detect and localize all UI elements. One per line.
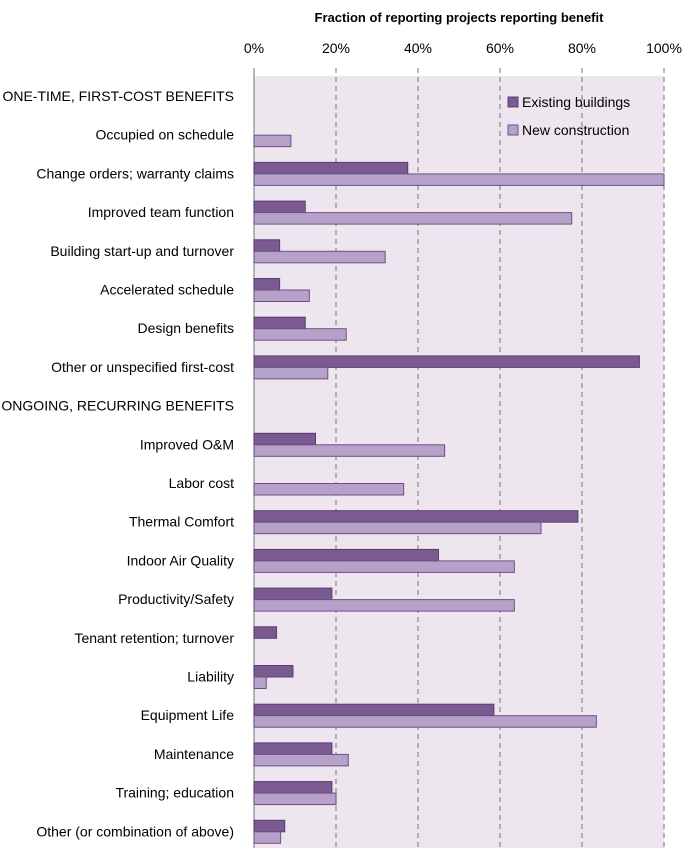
- legend-swatch-new: [507, 124, 519, 136]
- category-label: Thermal Comfort: [129, 514, 234, 530]
- bar-existing-buildings: [253, 742, 333, 755]
- bar-existing-buildings: [253, 587, 333, 601]
- bar-new-construction: [253, 831, 282, 844]
- bar-new-construction: [253, 521, 542, 535]
- category-labels: ONE-TIME, FIRST-COST BENEFITS Occupied on…: [1, 88, 234, 839]
- bar-existing-buildings: [253, 665, 294, 678]
- bar-new-construction: [253, 792, 337, 806]
- x-tick-label: 20%: [322, 40, 350, 56]
- category-label: ONGOING, RECURRING BENEFITS: [1, 398, 234, 414]
- category-label: Improved team function: [88, 204, 234, 220]
- bar-existing-buildings: [253, 781, 333, 794]
- bar-new-construction: [253, 715, 597, 728]
- category-label: Training; education: [115, 785, 234, 801]
- bar-new-construction: [253, 483, 405, 496]
- bar-existing-buildings: [253, 626, 278, 639]
- bar-new-construction: [253, 328, 347, 341]
- bar-new-construction: [253, 366, 329, 380]
- category-label: ONE-TIME, FIRST-COST BENEFITS: [2, 88, 234, 104]
- category-label: Equipment Life: [141, 707, 235, 723]
- category-label: Tenant retention; turnover: [74, 630, 234, 646]
- bar-new-construction: [253, 599, 515, 612]
- category-label: Maintenance: [154, 746, 234, 762]
- bar-new-construction: [253, 212, 573, 225]
- bar-existing-buildings: [253, 703, 495, 717]
- category-label: Other or unspecified first-cost: [51, 359, 234, 375]
- category-label: Building start-up and turnover: [50, 243, 234, 259]
- category-label: Indoor Air Quality: [127, 552, 234, 568]
- category-label: Accelerated schedule: [100, 282, 234, 298]
- category-label: Change orders; warranty claims: [36, 165, 234, 181]
- x-tick-label: 40%: [404, 40, 432, 56]
- chart-title: Fraction of reporting projects reporting…: [315, 10, 605, 25]
- bar-existing-buildings: [253, 239, 281, 252]
- bar-existing-buildings: [253, 161, 409, 175]
- legend-label-new: New construction: [522, 122, 629, 138]
- bars: [253, 134, 665, 844]
- category-label: Improved O&M: [140, 436, 234, 452]
- bar-new-construction: [253, 250, 386, 264]
- legend-label-existing: Existing buildings: [522, 94, 630, 110]
- bar-existing-buildings: [253, 819, 286, 833]
- bar-new-construction: [253, 444, 446, 457]
- bar-existing-buildings: [253, 510, 579, 523]
- bar-new-construction: [253, 753, 349, 767]
- bar-existing-buildings: [253, 278, 281, 291]
- bar-existing-buildings: [253, 200, 306, 214]
- category-label: Labor cost: [169, 475, 234, 491]
- bar-existing-buildings: [253, 355, 640, 368]
- bar-new-construction: [253, 134, 292, 148]
- plot-area: [254, 76, 664, 848]
- bar-existing-buildings: [253, 548, 439, 562]
- x-tick-label: 100%: [646, 40, 682, 56]
- category-label: Liability: [187, 669, 234, 685]
- x-tick-label: 80%: [568, 40, 596, 56]
- category-label: Design benefits: [137, 320, 234, 336]
- bar-new-construction: [253, 676, 267, 689]
- bar-new-construction: [253, 560, 515, 573]
- x-axis-ticks: 0% 20% 40% 60% 80% 100%: [244, 40, 682, 56]
- category-label: Occupied on schedule: [95, 127, 234, 143]
- category-label: Productivity/Safety: [118, 591, 234, 607]
- category-label: Other (or combination of above): [36, 823, 234, 839]
- legend-swatch-existing: [507, 96, 519, 108]
- bar-new-construction: [253, 173, 665, 186]
- bar-existing-buildings: [253, 432, 316, 446]
- x-tick-label: 60%: [486, 40, 514, 56]
- bar-existing-buildings: [253, 316, 306, 330]
- bar-new-construction: [253, 289, 310, 302]
- legend: Existing buildings New construction: [507, 94, 630, 138]
- x-tick-label: 0%: [244, 40, 264, 56]
